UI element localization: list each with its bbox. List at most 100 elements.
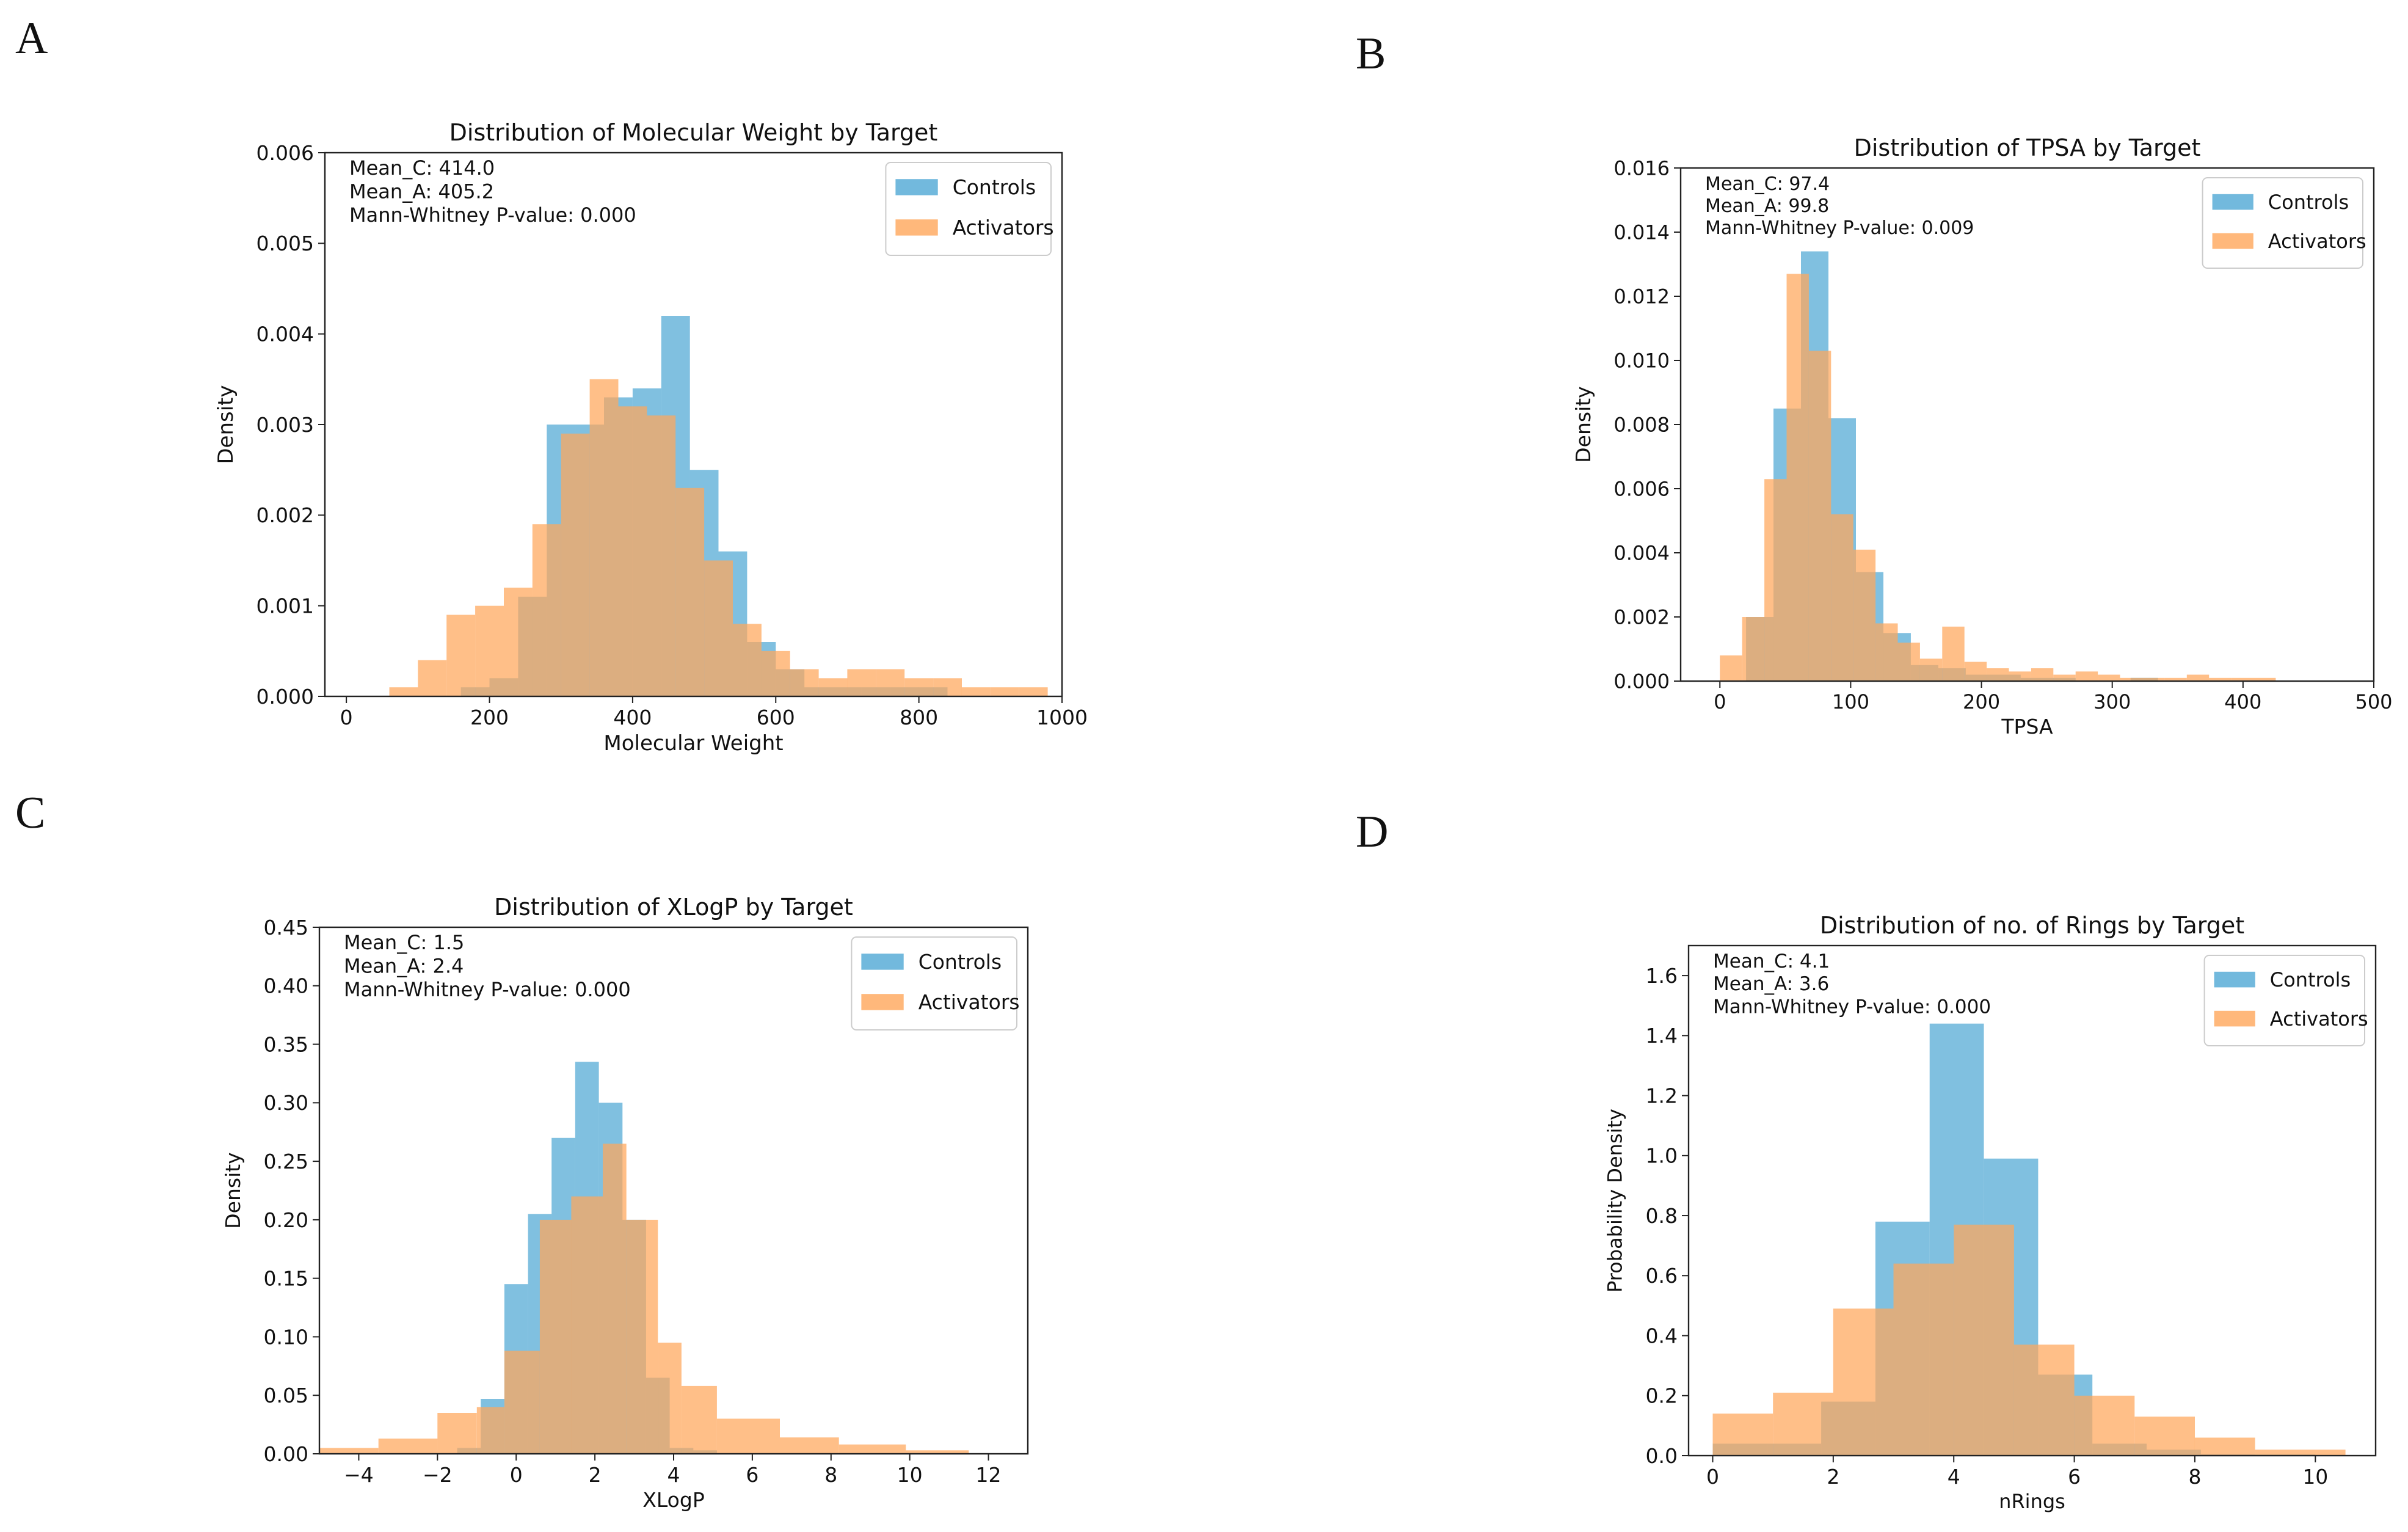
legend-swatch-controls (895, 179, 938, 195)
bar-activators (1875, 623, 1898, 681)
bar-activators (2031, 668, 2054, 681)
plot-frame (1687, 944, 2377, 1457)
series-activators (1720, 274, 2276, 682)
bar-activators (1720, 655, 1742, 681)
y-tick-label: 0.15 (264, 1267, 308, 1291)
chart-title: Distribution of no. of Rings by Target (1820, 912, 2244, 939)
x-axis-label: nRings (1999, 1490, 2065, 1513)
bar-activators (2009, 671, 2031, 682)
bar-activators (2142, 677, 2165, 682)
x-tick-label: 0 (340, 706, 353, 729)
y-tick-label: 0.25 (264, 1150, 308, 1173)
y-tick-label: 0.008 (1613, 414, 1670, 437)
panel-letter-d: D (1356, 807, 1388, 857)
y-tick-label: 0.45 (264, 916, 308, 939)
legend-swatch-activators (895, 219, 938, 236)
bar-activators (561, 433, 590, 696)
bar-activators (906, 1450, 969, 1454)
bar-activators (1831, 514, 1853, 681)
bar-activators (589, 379, 619, 696)
bar-activators (780, 1437, 839, 1454)
chart-a: 0 200 400 600 800 1000 0.000 0.001 0.002 0.003 0.0… (214, 119, 1088, 756)
y-tick-label: 1.2 (1646, 1084, 1678, 1107)
x-tick-label: −4 (344, 1463, 374, 1487)
bar-activators (716, 1418, 780, 1454)
bar-activators (504, 588, 533, 696)
stats-annotation: Mean_C: 414.0 (349, 156, 495, 180)
bar-activators (675, 487, 705, 696)
bar-activators (904, 678, 934, 696)
y-axis-label: Probability Density (1604, 1109, 1627, 1293)
x-axis-label: XLogP (642, 1488, 704, 1512)
x-tick-label: 100 (1832, 690, 1869, 713)
bar-activators (704, 560, 733, 696)
bar-activators (1893, 1263, 1954, 1456)
bar-activators (1019, 687, 1048, 696)
bar-activators (1773, 1392, 1833, 1456)
y-tick-label: 0.30 (264, 1091, 308, 1115)
x-tick-label: 2 (589, 1463, 602, 1487)
legend-label-activators: Activators (918, 990, 1020, 1014)
bar-activators (539, 1219, 572, 1454)
panel-letter-a: A (15, 13, 48, 64)
x-tick-label: 200 (1963, 690, 2000, 713)
bar-activators (1853, 549, 1876, 682)
stats-annotation: Mean_A: 3.6 (1713, 973, 1829, 995)
y-axis-label: Density (221, 1152, 245, 1228)
legend-swatch-activators (2214, 1010, 2255, 1027)
y-tick-label: 0.005 (256, 232, 314, 255)
x-tick-label: 8 (2188, 1465, 2201, 1489)
x-axis-label: TPSA (2001, 715, 2053, 739)
y-tick-label: 0.002 (1613, 606, 1670, 629)
bar-activators (790, 669, 819, 696)
legend-label-controls: Controls (2270, 968, 2351, 991)
stats-annotation: Mann-Whitney P-value: 0.000 (344, 978, 631, 1001)
stats-annotation: Mean_A: 405.2 (349, 180, 494, 203)
bar-activators (2253, 677, 2276, 682)
bar-activators (1954, 1224, 2014, 1456)
y-tick-label: 0.40 (264, 974, 308, 998)
y-tick-label: 0.006 (256, 141, 314, 165)
y-tick-label: 1.0 (1646, 1144, 1678, 1168)
bar-activators (1919, 658, 1943, 682)
bar-activators (504, 1351, 540, 1454)
legend-swatch-activators (2212, 233, 2253, 249)
bar-activators (933, 678, 962, 696)
bar-activators (437, 1413, 477, 1454)
bar-activators (2098, 674, 2120, 681)
bar-activators (626, 1219, 658, 1454)
legend-swatch-controls (2214, 971, 2255, 988)
legend-swatch-controls (2212, 194, 2253, 210)
x-tick-label: 500 (2355, 690, 2392, 713)
bar-activators (961, 687, 991, 696)
bar-activators (990, 687, 1019, 696)
bar-activators (389, 687, 418, 696)
stats-annotation: Mean_C: 4.1 (1713, 950, 1830, 972)
bar-activators (647, 415, 676, 696)
x-tick-label: 600 (757, 706, 795, 729)
x-tick-label: 12 (976, 1463, 1002, 1487)
bar-activators (2075, 671, 2098, 682)
bar-activators (475, 605, 504, 696)
y-tick-label: 0.000 (1613, 670, 1670, 693)
bar-activators (1764, 479, 1787, 682)
bar-activators (1742, 617, 1765, 681)
y-axis-label: Density (214, 385, 238, 464)
y-axis-label: Density (1571, 386, 1595, 462)
y-tick-label: 0.0 (1646, 1444, 1678, 1468)
y-tick-label: 0.002 (256, 503, 314, 527)
bar-activators (2186, 674, 2210, 681)
x-tick-label: 400 (2224, 690, 2261, 713)
x-tick-label: 0 (510, 1463, 523, 1487)
bar-activators (476, 1407, 504, 1454)
series-activators (1712, 1224, 2346, 1456)
bar-activators (2074, 1395, 2135, 1456)
x-tick-label: 8 (824, 1463, 837, 1487)
y-tick-label: 0.003 (256, 413, 314, 437)
bar-activators (2231, 677, 2253, 682)
bar-activators (1942, 626, 1965, 682)
stats-annotation: Mean_C: 1.5 (344, 931, 464, 954)
legend: Controls Activators (885, 162, 1054, 256)
x-tick-label: 6 (2068, 1465, 2081, 1489)
